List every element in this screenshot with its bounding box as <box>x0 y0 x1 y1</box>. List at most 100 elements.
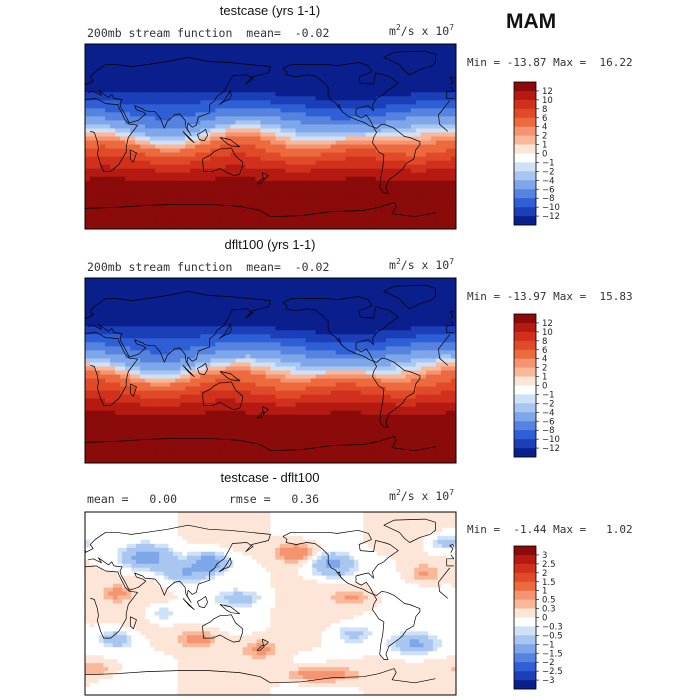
panel-1-field-cell <box>225 48 231 53</box>
panel-1-field-cell <box>370 184 377 190</box>
panel-2-field-cell <box>305 290 311 295</box>
panel-1-field-cell <box>395 72 402 77</box>
panel-2-field-cell <box>185 354 191 359</box>
panel-2-field-cell <box>260 278 266 283</box>
panel-1-field-cell <box>335 52 342 57</box>
panel-1-field-cell <box>275 180 281 186</box>
panel-1-field-cell <box>375 128 382 133</box>
panel-1-field-cell <box>385 48 392 53</box>
panel-1-field-cell <box>135 216 141 222</box>
panel-1-field-cell <box>125 208 131 214</box>
panel-1-field-cell <box>240 200 246 206</box>
panel-2-field-cell <box>320 334 327 339</box>
panel-2-field-cell <box>255 294 261 299</box>
panel-2-field-cell <box>405 310 412 315</box>
panel-2-field-cell <box>155 278 161 283</box>
panel-1-field-cell <box>325 104 332 109</box>
panel-1-field-cell <box>445 56 452 61</box>
panel-1-field-cell <box>300 152 306 158</box>
panel-1-field-cell <box>235 184 241 190</box>
panel-2-field-cell <box>150 310 156 315</box>
panel-1-field-cell <box>90 168 96 174</box>
panel-2-field-cell <box>330 294 337 299</box>
panel-2-field-cell <box>100 302 106 307</box>
panel-2-field-cell <box>215 334 221 339</box>
panel-2-field-cell <box>265 326 271 331</box>
panel-1-field-cell <box>390 88 397 93</box>
panel-1-field-cell <box>325 200 332 206</box>
panel-1-field-cell <box>355 224 362 230</box>
panel-2-field-cell <box>115 326 121 331</box>
panel-1-field-cell <box>440 80 447 85</box>
panel-1-field-cell <box>320 120 327 125</box>
panel-1-field-cell <box>280 140 286 145</box>
panel-1-field-cell <box>405 144 412 149</box>
panel-1-field-cell <box>305 208 311 214</box>
panel-1-field-cell <box>410 120 417 125</box>
panel-1-field-cell <box>205 64 211 69</box>
panel-1-field-cell <box>180 172 186 178</box>
panel-2-field-cell <box>340 354 347 359</box>
panel-1-field-cell <box>300 156 306 162</box>
panel-1-field-cell <box>120 192 126 198</box>
panel-1-field-cell <box>325 176 332 182</box>
panel-2-field-cell <box>120 338 126 343</box>
panel-1-field-cell <box>315 216 322 222</box>
panel-1-field-cell <box>120 44 126 49</box>
panel-2-field-cell <box>130 310 136 315</box>
panel-2-field-cell <box>410 310 417 315</box>
panel-1-field-cell <box>260 136 266 141</box>
panel-1-field-cell <box>160 176 166 182</box>
panel-1-field-cell <box>175 164 181 170</box>
panel-2-field-cell <box>245 342 251 347</box>
panel-1-field-cell <box>305 48 311 53</box>
panel-2-field-cell <box>150 330 156 335</box>
panel-1-field-cell <box>250 168 256 174</box>
panel-1-field-cell <box>280 76 286 81</box>
panel-1-field-cell <box>440 156 447 162</box>
panel-1-field-cell <box>115 68 121 73</box>
panel-1-field-cell <box>445 84 452 89</box>
panel-1-field-cell <box>340 88 347 93</box>
panel-2-field-cell <box>115 290 121 295</box>
panel-1-field-cell <box>380 80 387 85</box>
panel-1-field-cell <box>190 104 196 109</box>
panel-1-field-cell <box>370 88 377 93</box>
panel-2-field-cell <box>325 314 332 319</box>
panel-1-field-cell <box>120 200 126 206</box>
panel-2-field-cell <box>430 346 437 351</box>
panel-2-field-cell <box>290 298 296 303</box>
panel-1-field-cell <box>350 216 357 222</box>
panel-1-field-cell <box>330 108 337 113</box>
panel-1-field-cell <box>375 84 382 89</box>
panel-1-field-cell <box>200 216 206 222</box>
panel-1-field-cell <box>120 208 126 214</box>
panel-2-field-cell <box>120 278 126 283</box>
panel-2-field-cell <box>275 286 281 291</box>
panel-1-field-cell <box>350 124 357 129</box>
panel-1-field-cell <box>225 192 231 198</box>
panel-1-field-cell <box>195 188 201 194</box>
panel-1-field-cell <box>230 160 236 166</box>
panel-1-field-cell <box>400 52 407 57</box>
panel-2-field-cell <box>410 318 417 323</box>
panel-1-field-cell <box>320 64 327 69</box>
panel-1-field-cell <box>220 76 226 81</box>
panel-1-field-cell <box>305 216 311 222</box>
panel-1-field-cell <box>100 204 106 210</box>
panel-1-field-cell <box>170 192 176 198</box>
panel-1-field-cell <box>195 80 201 85</box>
panel-2-field-cell <box>260 310 266 315</box>
panel-1-field-cell <box>235 180 241 186</box>
panel-1-field-cell <box>255 184 261 190</box>
panel-1-field-cell <box>100 224 106 230</box>
panel-2-field-cell <box>150 334 156 339</box>
panel-1-field-cell <box>310 112 317 117</box>
panel-1-field-cell <box>450 68 457 73</box>
panel-1-field-cell <box>115 180 121 186</box>
panel-2-field-cell <box>410 330 417 335</box>
panel-1-field-cell <box>265 180 271 186</box>
panel-1-field-cell <box>255 144 261 149</box>
panel-1-field-cell <box>430 140 437 145</box>
panel-1-field-cell <box>195 52 201 57</box>
